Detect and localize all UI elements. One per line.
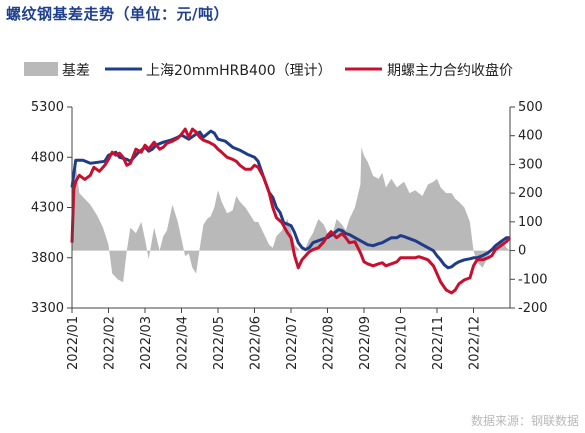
y-left-tick-label: 5300 — [31, 100, 64, 115]
legend-swatch-basis — [24, 62, 58, 76]
chart-title: 螺纹钢基差走势（单位：元/吨） — [6, 5, 229, 23]
x-tick-label: 2022/05 — [212, 316, 227, 370]
futures-price-line — [70, 127, 512, 295]
y-left-tick-label: 3300 — [31, 301, 64, 316]
x-tick-label: 2022/07 — [285, 316, 300, 370]
y-left-tick-label: 4300 — [31, 201, 64, 216]
legend-label-futures: 期螺主力合约收盘价 — [387, 62, 513, 79]
x-tick-label: 2022/11 — [431, 316, 446, 370]
y-right-tick-label: 200 — [518, 186, 543, 201]
axes: 3300 3800 4300 4800 5300 -200 -100 0 100 200 300 40… — [31, 100, 548, 370]
x-tick-label: 2022/03 — [139, 316, 154, 370]
basis-area — [72, 147, 510, 283]
y-right-tick-label: 300 — [518, 157, 543, 172]
series-basis — [72, 147, 510, 283]
x-tick-label: 2022/02 — [103, 316, 118, 370]
y-right-tick-label: -200 — [518, 301, 548, 316]
data-source: 数据来源：钢联数据 — [470, 414, 579, 428]
x-tick-label: 2022/08 — [322, 316, 337, 370]
legend: 基差 上海20mmHRB400（理计） 期螺主力合约收盘价 — [24, 62, 513, 79]
series-futures — [70, 127, 512, 295]
x-tick-label: 2022/09 — [358, 316, 373, 370]
y-right-tick-label: 0 — [518, 244, 526, 259]
y-right-tick-label: 100 — [518, 215, 543, 230]
y-right-tick-label: -100 — [518, 272, 548, 287]
y-right-tick-label: 400 — [518, 129, 543, 144]
x-tick-label: 2022/12 — [468, 316, 483, 370]
y-right-tick-label: 500 — [518, 100, 543, 115]
legend-label-shanghai: 上海20mmHRB400（理计） — [146, 63, 332, 79]
x-tick-label: 2022/04 — [176, 316, 191, 370]
x-tick-label: 2022/10 — [395, 316, 410, 370]
legend-label-basis: 基差 — [62, 62, 90, 79]
x-tick-label: 2022/01 — [66, 316, 81, 370]
y-left-tick-label: 4800 — [31, 150, 64, 165]
y-left-tick-label: 3800 — [31, 251, 64, 266]
x-tick-label: 2022/06 — [249, 316, 264, 370]
